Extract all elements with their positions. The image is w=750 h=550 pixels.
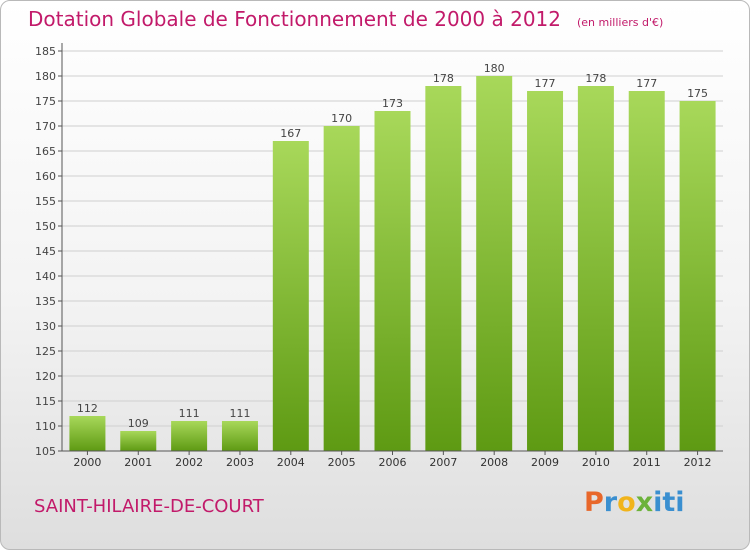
logo-letter: o: [617, 487, 636, 518]
x-tick-label: 2002: [175, 456, 203, 469]
commune-name: SAINT-HILAIRE-DE-COURT: [34, 496, 264, 517]
y-tick-label: 140: [35, 270, 56, 283]
bar-value-label: 111: [229, 407, 250, 420]
bar-value-label: 178: [585, 72, 606, 85]
bar-value-label: 173: [382, 97, 403, 110]
y-tick-label: 170: [35, 120, 56, 133]
bar: [221, 421, 258, 451]
y-tick-label: 115: [35, 395, 56, 408]
x-tick-label: 2004: [277, 456, 305, 469]
bar: [374, 111, 411, 451]
x-tick-label: 2000: [73, 456, 101, 469]
y-tick-label: 130: [35, 320, 56, 333]
bar-value-label: 109: [128, 417, 149, 430]
bar: [171, 421, 208, 451]
y-tick-label: 160: [35, 170, 56, 183]
x-tick-label: 2006: [379, 456, 407, 469]
y-tick-label: 180: [35, 70, 56, 83]
y-tick-label: 185: [35, 45, 56, 58]
x-tick-label: 2005: [328, 456, 356, 469]
y-tick-label: 150: [35, 220, 56, 233]
bar-value-label: 177: [636, 77, 657, 90]
y-tick-label: 110: [35, 420, 56, 433]
unit-note: (en milliers d'€): [577, 16, 664, 29]
y-tick-label: 135: [35, 295, 56, 308]
y-tick-label: 120: [35, 370, 56, 383]
bar-value-label: 177: [535, 77, 556, 90]
bar: [69, 416, 106, 451]
bar: [476, 76, 513, 451]
logo-letter: t: [662, 487, 676, 518]
logo-letter: x: [635, 487, 654, 518]
logo-letter: r: [603, 487, 618, 518]
bar: [679, 101, 716, 451]
bar-value-label: 170: [331, 112, 352, 125]
x-tick-label: 2008: [480, 456, 508, 469]
y-tick-label: 165: [35, 145, 56, 158]
logo-letter: i: [675, 487, 685, 518]
bar: [323, 126, 360, 451]
x-tick-label: 2011: [633, 456, 661, 469]
title-line: Dotation Globale de Fonctionnement de 20…: [28, 7, 663, 31]
bar: [628, 91, 665, 451]
y-tick-label: 105: [35, 445, 56, 458]
bar: [272, 141, 309, 451]
bar-value-label: 178: [433, 72, 454, 85]
bar: [577, 86, 614, 451]
bar-value-label: 112: [77, 402, 98, 415]
bar: [527, 91, 564, 451]
x-tick-label: 2009: [531, 456, 559, 469]
bar-value-label: 180: [484, 62, 505, 75]
bar-value-label: 167: [280, 127, 301, 140]
proxiti-logo: Proxiti: [584, 487, 685, 518]
y-tick-label: 125: [35, 345, 56, 358]
y-tick-label: 145: [35, 245, 56, 258]
chart-title: Dotation Globale de Fonctionnement de 20…: [28, 7, 561, 31]
x-tick-label: 2003: [226, 456, 254, 469]
logo-letter: i: [653, 487, 663, 518]
y-tick-label: 175: [35, 95, 56, 108]
x-tick-label: 2010: [582, 456, 610, 469]
x-tick-label: 2007: [429, 456, 457, 469]
bar-value-label: 111: [179, 407, 200, 420]
bar: [120, 431, 157, 451]
bar-value-label: 175: [687, 87, 708, 100]
bar: [425, 86, 462, 451]
x-tick-label: 2012: [684, 456, 712, 469]
x-tick-label: 2001: [124, 456, 152, 469]
y-tick-label: 155: [35, 195, 56, 208]
logo-letter: P: [584, 487, 604, 518]
